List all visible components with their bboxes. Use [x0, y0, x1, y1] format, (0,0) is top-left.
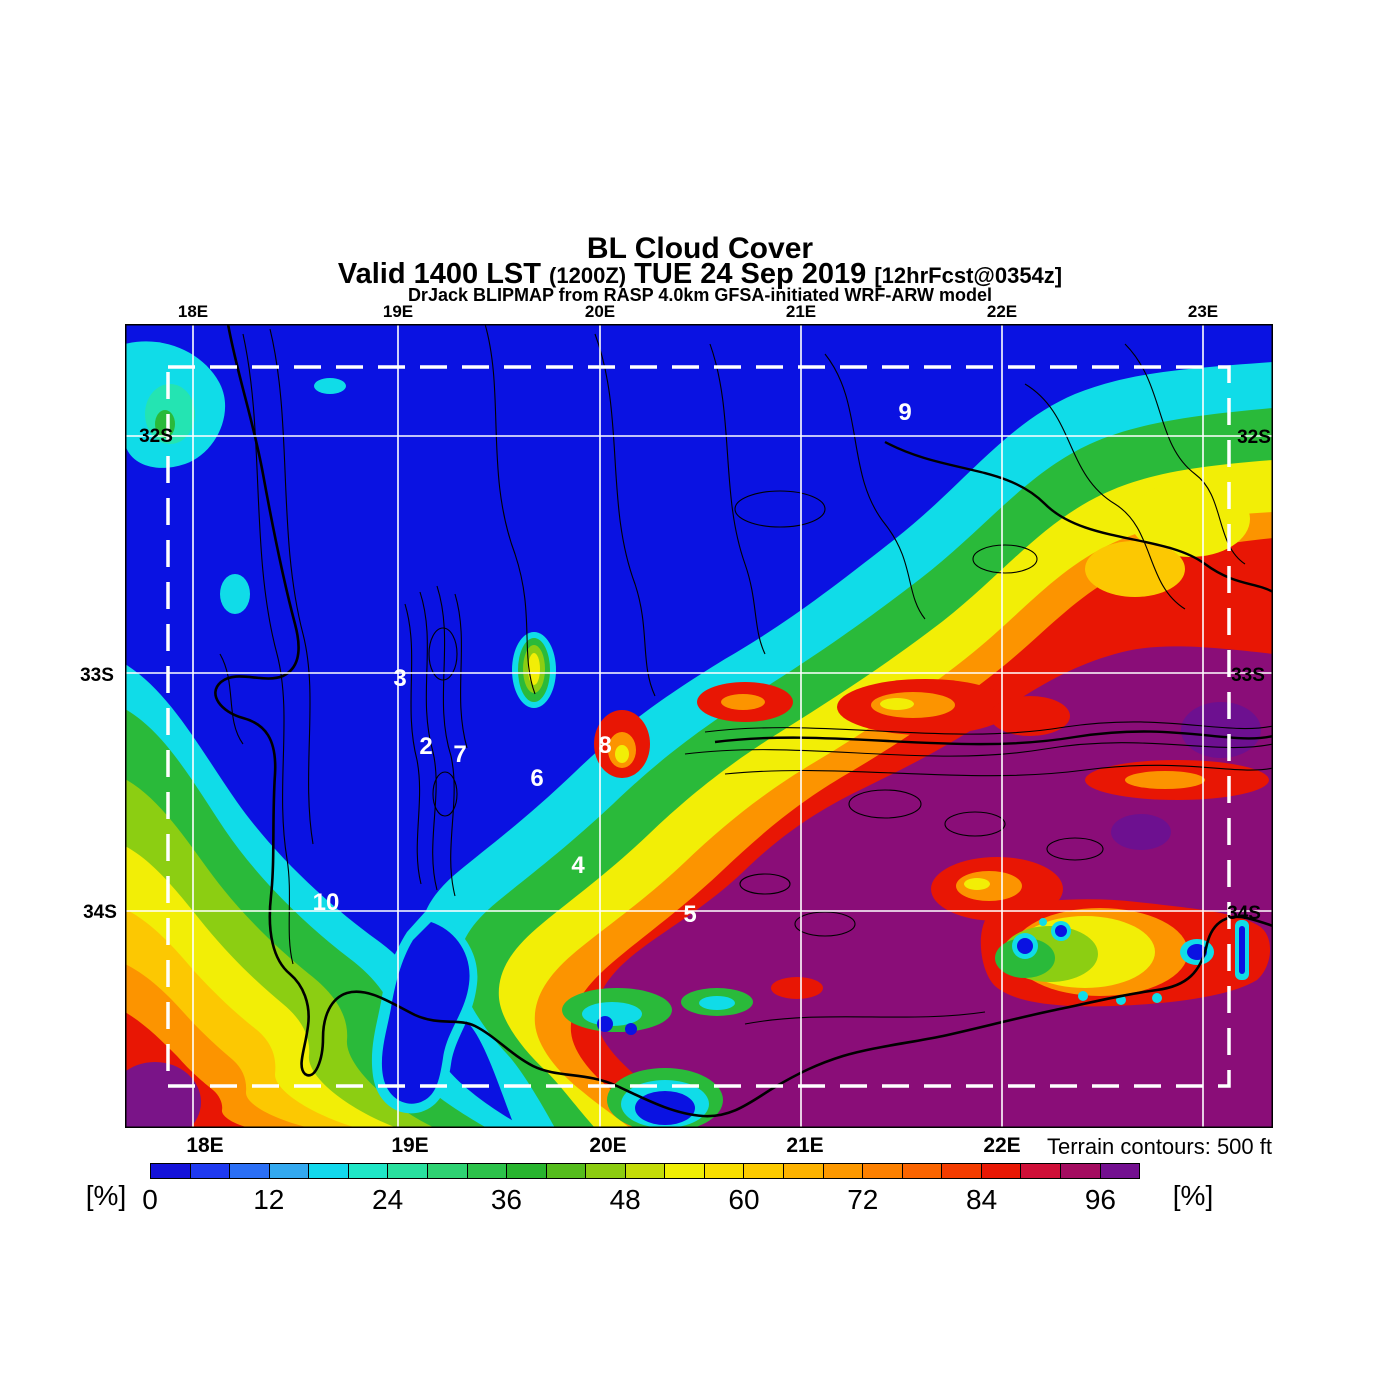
- terrain-contours: [219, 324, 1273, 1025]
- colorbar-segment: [546, 1164, 587, 1178]
- lon-label: 19E: [391, 1134, 429, 1157]
- waypoint-label: 8: [598, 732, 611, 759]
- lon-label: 20E: [584, 302, 616, 321]
- colorbar-ticks: 0 12 24 36 48 60 72 84 96: [142, 1184, 1140, 1218]
- colorbar-segment: [507, 1164, 547, 1178]
- lat-label: 32S: [1237, 427, 1271, 448]
- colorbar-tick-label: 72: [847, 1184, 879, 1215]
- lat-label: 33S: [80, 665, 114, 686]
- colorbar-tick-label: 60: [728, 1184, 760, 1215]
- colorbar-tick-label: 36: [490, 1184, 522, 1215]
- colorbar-segment: [863, 1164, 903, 1178]
- graticule: [125, 324, 1273, 1128]
- lon-label: 23E: [1187, 302, 1219, 321]
- lon-label: 18E: [186, 1134, 224, 1157]
- colorbar-segment: [1060, 1164, 1101, 1178]
- model-line: DrJack BLIPMAP from RASP 4.0km GFSA-init…: [407, 285, 993, 305]
- waypoint-label: 7: [453, 741, 466, 768]
- colorbar-unit-right: [%]: [1172, 1180, 1214, 1211]
- colorbar-segment: [625, 1164, 666, 1178]
- colorbar-segment: [586, 1164, 626, 1178]
- colorbar-segment: [823, 1164, 864, 1178]
- lat-label: 32S: [139, 426, 173, 447]
- colorbar-segment: [784, 1164, 824, 1178]
- valid-time: Valid 1400 LST: [337, 258, 541, 290]
- valid-date: TUE 24 Sep 2019: [634, 258, 867, 290]
- map-border: [125, 324, 1273, 1128]
- lat-label: 34S: [83, 902, 117, 923]
- colorbar-segment: [902, 1164, 943, 1178]
- lon-label: 21E: [786, 1134, 824, 1157]
- colorbar-segment: [269, 1164, 310, 1178]
- colorbar-segment: [309, 1164, 349, 1178]
- lon-label: 20E: [589, 1134, 627, 1157]
- waypoint-label: 2: [419, 733, 432, 760]
- colorbar: [150, 1163, 1140, 1179]
- domain-dashed-rectangle: [166, 365, 1231, 1088]
- map-canvas: 9 3 2 7 8 6 4 5 10: [125, 324, 1273, 1128]
- colorbar-segment: [704, 1164, 745, 1178]
- waypoint-label: 9: [898, 399, 911, 426]
- zulu-time: (1200Z): [549, 263, 627, 288]
- lat-label: 33S: [1231, 665, 1265, 686]
- colorbar-segment: [467, 1164, 508, 1178]
- colorbar-segment: [1021, 1164, 1061, 1178]
- colorbar-tick-label: 0: [142, 1184, 158, 1215]
- chart-title: BL Cloud Cover: [586, 232, 814, 265]
- waypoint-label: 3: [393, 665, 406, 692]
- colorbar-segment: [665, 1164, 705, 1178]
- colorbar-segment: [942, 1164, 982, 1178]
- colorbar-tick-label: 48: [609, 1184, 641, 1215]
- coastline: [214, 324, 1273, 1118]
- waypoint-label: 6: [530, 765, 543, 792]
- chart-subtitle: Valid 1400 LST (1200Z) TUE 24 Sep 2019 […: [0, 260, 1400, 289]
- lon-label: 18E: [177, 302, 209, 321]
- colorbar-segment: [190, 1164, 231, 1178]
- colorbar-tick-label: 12: [253, 1184, 285, 1215]
- colorbar-segment: [427, 1164, 468, 1178]
- cloud-cover-map: 9 3 2 7 8 6 4 5 10: [125, 324, 1273, 1128]
- terrain-contours-note: Terrain contours: 500 ft: [1046, 1134, 1272, 1159]
- waypoint-label: 4: [571, 852, 585, 879]
- colorbar-segment: [981, 1164, 1022, 1178]
- colorbar-segment: [348, 1164, 389, 1178]
- forecast-run: [12hrFcst@0354z]: [874, 263, 1063, 288]
- colorbar-segment: [744, 1164, 784, 1178]
- colorbar-segment: [151, 1164, 191, 1178]
- colorbar-segment: [230, 1164, 270, 1178]
- lon-label: 21E: [785, 302, 817, 321]
- lon-label: 22E: [983, 1134, 1021, 1157]
- lat-label: 34S: [1227, 903, 1261, 924]
- colorbar-segment: [388, 1164, 428, 1178]
- waypoint-label: 10: [313, 889, 340, 916]
- waypoint-label: 5: [683, 901, 696, 928]
- lon-label: 22E: [986, 302, 1018, 321]
- colorbar-tick-label: 96: [1084, 1184, 1116, 1215]
- colorbar-unit-left: [%]: [85, 1180, 127, 1211]
- colorbar-segment: [1100, 1164, 1140, 1178]
- lon-label: 19E: [382, 302, 414, 321]
- colorbar-tick-label: 24: [372, 1184, 404, 1215]
- waypoint-labels: 9 3 2 7 8 6 4 5 10: [313, 399, 912, 928]
- colorbar-tick-label: 84: [966, 1184, 998, 1215]
